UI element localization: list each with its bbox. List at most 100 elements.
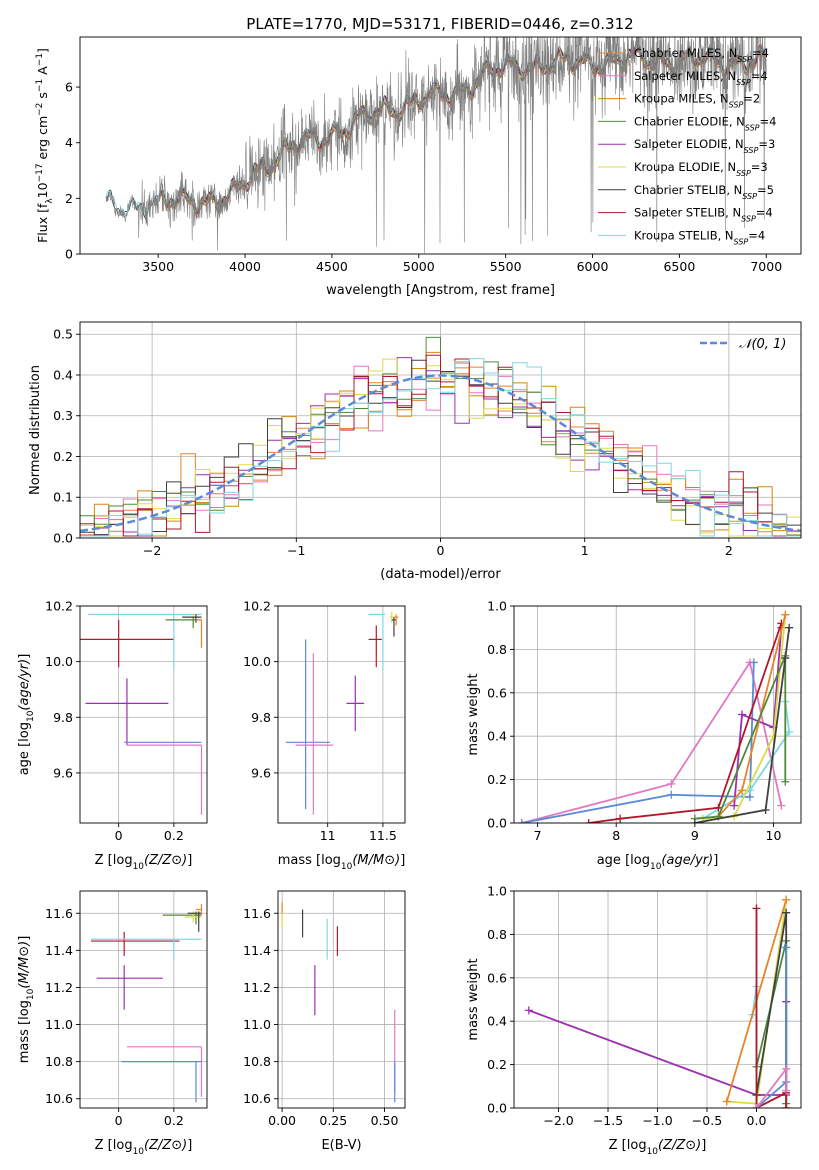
weight-marker bbox=[782, 895, 791, 904]
x-axis-label: (data-model)/error bbox=[380, 567, 501, 582]
weight-marker bbox=[722, 1097, 731, 1106]
plot-area-weight_vs_Z bbox=[524, 895, 791, 1108]
weight-marker bbox=[616, 814, 625, 823]
y-tick-label: 11.2 bbox=[45, 980, 73, 995]
legend-spectrum: Chabrier MILES, NSSP=4 Salpeter MILES, NS… bbox=[598, 46, 776, 246]
x-tick-label: 11.5 bbox=[369, 828, 397, 843]
weight-marker bbox=[752, 904, 761, 913]
weight-marker bbox=[782, 1104, 791, 1108]
y-tick-label: 0.0 bbox=[487, 816, 507, 831]
weight-marker bbox=[785, 623, 794, 632]
y-tick-label: 11.0 bbox=[243, 1017, 271, 1032]
y-tick-label: 10.0 bbox=[45, 654, 73, 669]
x-tick-label: 1 bbox=[581, 543, 589, 558]
x-tick-label: 0.2 bbox=[164, 828, 184, 843]
plot-area-weight_vs_age bbox=[517, 610, 794, 823]
x-tick-label: 3500 bbox=[142, 259, 174, 274]
y-tick-label: 10.2 bbox=[243, 599, 271, 614]
y-tick-label: 0 bbox=[65, 247, 73, 262]
y-tick-label: 0.3 bbox=[53, 408, 73, 423]
legend-entry: Salpeter MILES, NSSP=4 bbox=[634, 69, 768, 87]
x-tick-label: −2.0 bbox=[543, 1113, 573, 1128]
data-point bbox=[80, 619, 174, 668]
y-tick-label: 10.8 bbox=[243, 1054, 271, 1069]
plot-area-mass_vs_Z bbox=[91, 903, 203, 1103]
x-tick-label: 0.00 bbox=[268, 1113, 296, 1128]
y-tick-label: 9.8 bbox=[53, 710, 73, 725]
x-tick-label: 7000 bbox=[750, 259, 782, 274]
weight-line bbox=[588, 623, 783, 823]
x-tick-label: 4000 bbox=[229, 259, 261, 274]
data-point bbox=[195, 903, 203, 916]
data-point bbox=[91, 931, 180, 956]
axes-frame bbox=[79, 36, 802, 255]
y-tick-label: 11.4 bbox=[45, 943, 73, 958]
axes-age_vs_Z: 0 0.2 9.6 9.8 10.0 10.2 Z [log10(Z/Z⊙)] age [lo… bbox=[17, 599, 208, 872]
histogram-step bbox=[80, 358, 801, 537]
weight-marker bbox=[752, 1104, 761, 1108]
x-tick-label: 0.25 bbox=[319, 1113, 347, 1128]
weight-marker bbox=[782, 943, 791, 952]
weight-marker bbox=[524, 1006, 533, 1015]
weight-series bbox=[517, 658, 786, 823]
plot-area-spectrum bbox=[105, 37, 767, 254]
x-tick-label: 0 bbox=[115, 1113, 123, 1128]
axis-label: mass [log10(M/M⊙)] bbox=[278, 853, 406, 872]
y-tick-label: 0.0 bbox=[487, 1101, 507, 1116]
weight-marker bbox=[738, 710, 747, 719]
weight-marker bbox=[517, 819, 526, 823]
y-tick-label: 1.0 bbox=[487, 884, 507, 899]
axes-spectrum: 3500 4000 4500 5000 5500 6000 6500 7000 0 2 4 6 wave… bbox=[35, 36, 802, 298]
data-point bbox=[368, 613, 386, 670]
weight-line bbox=[755, 947, 788, 1108]
data-point bbox=[346, 675, 365, 732]
y-tick-label: 0.6 bbox=[487, 970, 507, 985]
y-tick-label: 11.4 bbox=[243, 943, 271, 958]
weight-series bbox=[517, 658, 758, 823]
x-tick-label: 0 bbox=[115, 828, 123, 843]
weight-marker bbox=[584, 819, 593, 823]
y-tick-label: 4 bbox=[65, 135, 73, 150]
x-tick-label: 6000 bbox=[577, 259, 609, 274]
weight-marker bbox=[782, 908, 791, 917]
data-point bbox=[368, 625, 382, 668]
weight-line bbox=[694, 627, 791, 823]
weight-marker bbox=[761, 805, 770, 814]
observed-spectrum-line bbox=[105, 37, 767, 254]
axis-label: mass [log10(M/M⊙)] bbox=[17, 936, 36, 1064]
figure-title: PLATE=1770, MJD=53171, FIBERID=0446, z=0… bbox=[246, 15, 633, 33]
x-tick-label: 2 bbox=[725, 543, 733, 558]
x-tick-label: 0.0 bbox=[747, 1113, 767, 1128]
y-axis-label: mass weight bbox=[466, 958, 481, 1040]
plot-area-residuals bbox=[80, 336, 801, 537]
y-tick-label: 0.2 bbox=[487, 772, 507, 787]
y-tick-label: 1.0 bbox=[487, 599, 507, 614]
y-tick-label: 11.0 bbox=[45, 1017, 73, 1032]
weight-marker bbox=[749, 658, 758, 667]
data-point bbox=[393, 614, 399, 626]
legend-entry: Salpeter STELIB, NSSP=4 bbox=[634, 206, 773, 224]
legend-histogram: 𝒩(0, 1) bbox=[700, 337, 786, 352]
axis-label: Z [log10(Z/Z⊙)] bbox=[609, 1138, 707, 1157]
gaussian-curve bbox=[80, 374, 801, 533]
y-tick-label: 11.6 bbox=[45, 906, 73, 921]
y-tick-label: 2 bbox=[65, 191, 73, 206]
legend-entry: Chabrier MILES, NSSP=4 bbox=[634, 46, 769, 64]
data-point bbox=[389, 611, 394, 623]
x-tick-label: −2 bbox=[143, 543, 161, 558]
y-axis-label: Normed distribution bbox=[28, 365, 43, 495]
axes-frame bbox=[513, 605, 802, 824]
y-tick-label: 0.2 bbox=[53, 449, 73, 464]
y-tick-label: 11.2 bbox=[243, 980, 271, 995]
plot-area-age_vs_Z bbox=[80, 613, 203, 815]
plot-area-mass_vs_ebv bbox=[281, 902, 396, 1103]
y-tick-label: 0.4 bbox=[487, 729, 507, 744]
weight-marker bbox=[730, 801, 739, 810]
y-tick-label: 10.8 bbox=[45, 1054, 73, 1069]
y-tick-label: 0.8 bbox=[487, 927, 507, 942]
data-point bbox=[126, 744, 203, 815]
y-tick-label: 0.4 bbox=[487, 1014, 507, 1029]
weight-line bbox=[521, 662, 755, 823]
data-point bbox=[187, 911, 202, 932]
axes-weight_vs_Z: −2.0 −1.5 −1.0 −0.5 0.0 0.0 0.2 0.4 0.6 0.8 1.0 Z [… bbox=[466, 884, 802, 1157]
